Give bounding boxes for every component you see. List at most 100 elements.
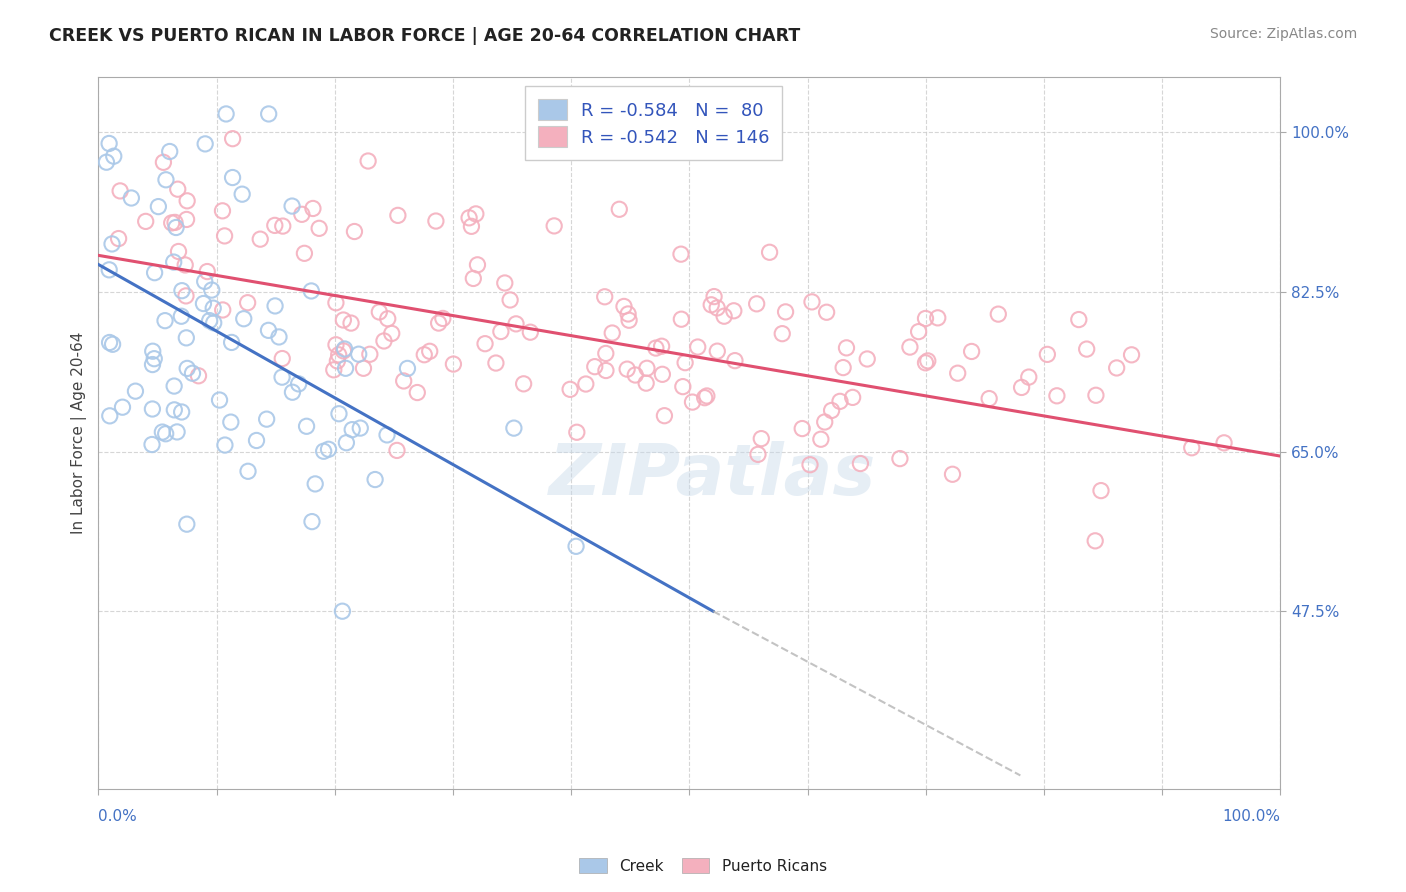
- Point: [340, 316, 363, 330]
- Point: [703, 290, 725, 304]
- Point: [176, 331, 198, 345]
- Point: [801, 294, 824, 309]
- Point: [828, 394, 851, 409]
- Point: [202, 316, 225, 330]
- Point: [799, 458, 821, 472]
- Point: [413, 348, 436, 362]
- Point: [889, 451, 911, 466]
- Point: [328, 348, 350, 362]
- Point: [318, 442, 340, 457]
- Point: [425, 214, 447, 228]
- Point: [499, 293, 522, 307]
- Point: [287, 376, 309, 391]
- Point: [340, 423, 363, 437]
- Point: [148, 200, 170, 214]
- Text: ZIPatlas: ZIPatlas: [550, 442, 877, 510]
- Point: [98, 409, 121, 423]
- Point: [1090, 483, 1112, 498]
- Point: [211, 203, 233, 218]
- Point: [214, 228, 236, 243]
- Point: [814, 415, 837, 429]
- Point: [267, 330, 290, 344]
- Point: [364, 473, 387, 487]
- Point: [613, 300, 636, 314]
- Point: [505, 317, 527, 331]
- Point: [565, 539, 588, 553]
- Point: [907, 325, 929, 339]
- Point: [489, 325, 512, 339]
- Point: [256, 412, 278, 426]
- Point: [215, 107, 238, 121]
- Point: [835, 341, 858, 355]
- Point: [359, 347, 381, 361]
- Point: [519, 325, 541, 339]
- Point: [636, 376, 658, 391]
- Point: [700, 298, 723, 312]
- Point: [150, 425, 173, 439]
- Point: [467, 258, 489, 272]
- Point: [232, 311, 254, 326]
- Point: [396, 361, 419, 376]
- Point: [1076, 342, 1098, 356]
- Point: [221, 131, 243, 145]
- Point: [575, 377, 598, 392]
- Point: [257, 323, 280, 337]
- Point: [176, 361, 198, 376]
- Point: [155, 426, 177, 441]
- Point: [326, 354, 349, 368]
- Point: [377, 311, 399, 326]
- Legend: Creek, Puerto Ricans: Creek, Puerto Ricans: [574, 852, 832, 880]
- Point: [941, 467, 963, 482]
- Point: [294, 246, 316, 260]
- Point: [1084, 533, 1107, 548]
- Point: [458, 211, 481, 225]
- Point: [332, 604, 354, 618]
- Point: [1011, 380, 1033, 394]
- Point: [463, 271, 485, 285]
- Point: [583, 359, 606, 374]
- Point: [166, 425, 188, 439]
- Point: [1121, 348, 1143, 362]
- Point: [353, 361, 375, 376]
- Point: [322, 363, 344, 377]
- Point: [616, 362, 638, 376]
- Point: [406, 385, 429, 400]
- Text: 0.0%: 0.0%: [98, 809, 138, 824]
- Point: [593, 290, 616, 304]
- Point: [195, 264, 218, 278]
- Point: [271, 370, 294, 384]
- Point: [281, 199, 304, 213]
- Point: [723, 303, 745, 318]
- Point: [163, 215, 186, 229]
- Point: [810, 432, 832, 446]
- Point: [291, 207, 314, 221]
- Point: [1213, 435, 1236, 450]
- Point: [193, 296, 215, 310]
- Point: [693, 391, 716, 405]
- Point: [464, 207, 486, 221]
- Point: [194, 136, 217, 151]
- Point: [333, 342, 356, 356]
- Point: [176, 194, 198, 208]
- Point: [375, 428, 398, 442]
- Point: [295, 419, 318, 434]
- Point: [914, 311, 936, 326]
- Point: [560, 382, 582, 396]
- Point: [245, 434, 267, 448]
- Point: [392, 374, 415, 388]
- Point: [174, 289, 197, 303]
- Point: [163, 379, 186, 393]
- Point: [302, 202, 325, 216]
- Point: [960, 344, 983, 359]
- Point: [335, 361, 357, 376]
- Text: 100.0%: 100.0%: [1222, 809, 1281, 824]
- Point: [749, 432, 772, 446]
- Point: [111, 400, 134, 414]
- Point: [349, 421, 371, 435]
- Point: [917, 354, 939, 368]
- Point: [856, 351, 879, 366]
- Point: [427, 316, 450, 330]
- Point: [202, 301, 225, 315]
- Point: [898, 340, 921, 354]
- Point: [281, 385, 304, 400]
